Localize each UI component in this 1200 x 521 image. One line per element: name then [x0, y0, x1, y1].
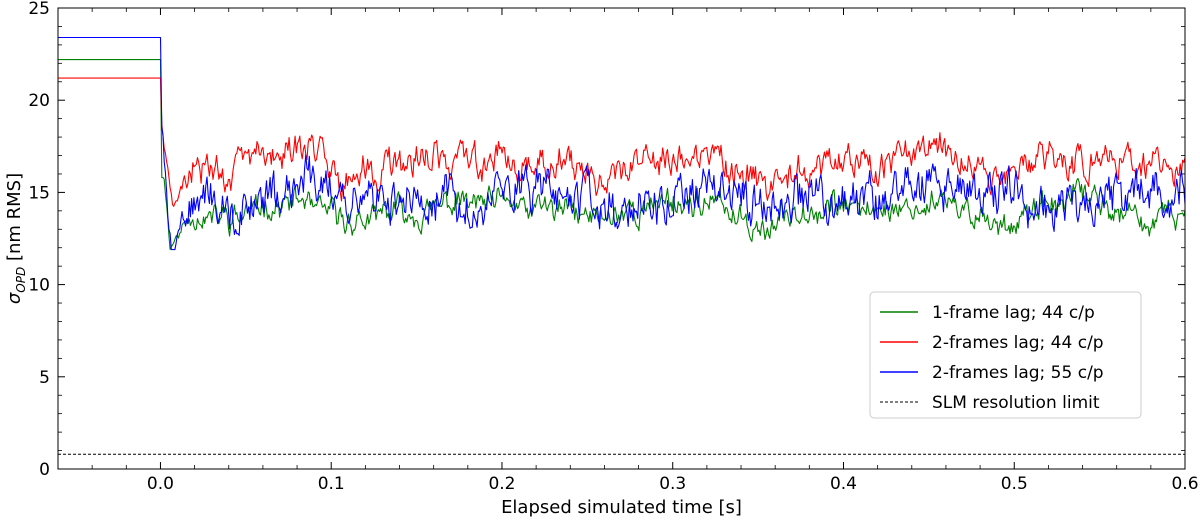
legend-label: 1-frame lag; 44 c/p — [932, 303, 1095, 323]
y-tick-label: 15 — [28, 183, 50, 203]
x-tick-label: 0.1 — [318, 474, 345, 494]
legend-label: SLM resolution limit — [932, 393, 1100, 413]
y-tick-label: 5 — [39, 368, 50, 388]
plot-frame — [57, 7, 1186, 470]
legend-label: 2-frames lag; 55 c/p — [932, 363, 1104, 383]
series-layer — [58, 36, 1186, 455]
tick-layer: 0.0 0.1 0.2 0.3 0.4 0.5 0.6 0 5 10 15 20 25 — [28, 0, 1198, 494]
x-tick-label: 0.0 — [147, 474, 174, 494]
series-line-3 — [58, 36, 1186, 251]
x-tick-label: 0.3 — [659, 474, 686, 494]
x-tick-label: 0.2 — [488, 474, 515, 494]
x-axis-label: Elapsed simulated time [s] — [501, 497, 742, 518]
y-tick-label: 0 — [39, 460, 50, 480]
x-tick-label: 0.6 — [1171, 474, 1198, 494]
series-line-1 — [58, 59, 1186, 250]
series-line-2 — [58, 77, 1186, 207]
legend-box — [869, 291, 1142, 419]
y-tick-label: 10 — [28, 276, 50, 296]
y-axis-label: σOPD [nm RMS] — [4, 173, 28, 304]
y-axis-label-units: [nm RMS] — [4, 173, 25, 267]
y-axis-label-symbol: σ — [4, 292, 25, 304]
y-axis-label-subscript: OPD — [14, 267, 28, 293]
x-tick-label: 0.4 — [830, 474, 857, 494]
x-tick-label: 0.5 — [1001, 474, 1028, 494]
legend: 1-frame lag; 44 c/p 2-frames lag; 44 c/p 2… — [869, 291, 1142, 419]
legend-label: 2-frames lag; 44 c/p — [932, 333, 1104, 353]
y-tick-label: 25 — [28, 0, 50, 19]
y-tick-label: 20 — [28, 91, 50, 111]
